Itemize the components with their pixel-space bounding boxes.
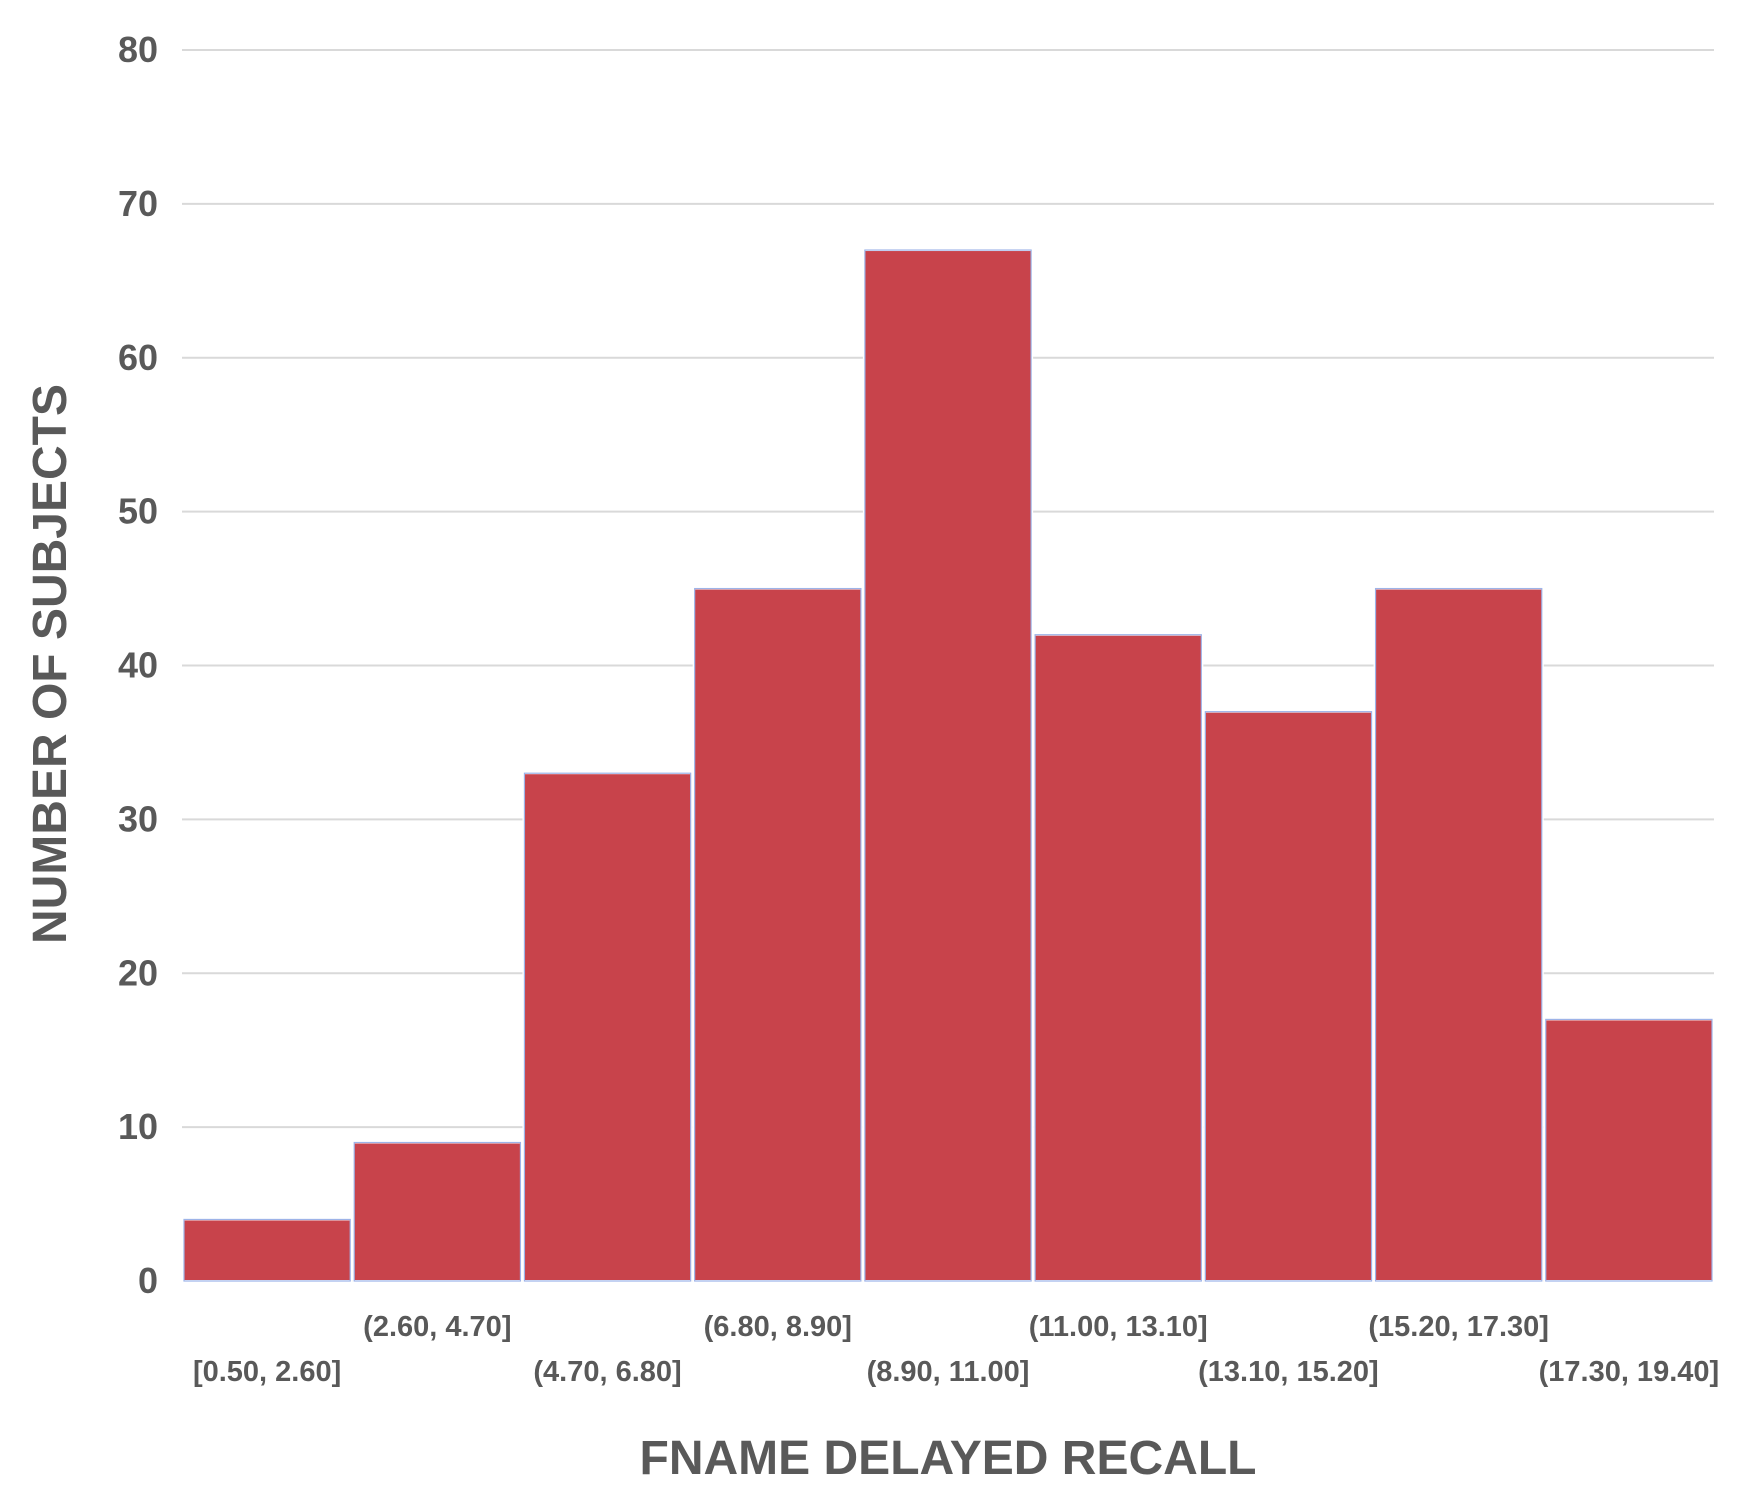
bar — [862, 249, 1034, 1283]
y-axis-title: NUMBER OF SUBJECTS — [24, 384, 77, 944]
y-tick-label: 20 — [118, 952, 158, 993]
bar — [1203, 710, 1374, 1282]
y-tick-label: 80 — [118, 29, 158, 70]
x-tick-label: [0.50, 2.60] — [193, 1356, 341, 1388]
x-tick-label: (8.90, 11.00] — [867, 1356, 1030, 1388]
bar — [1033, 633, 1204, 1282]
y-tick-label: 40 — [118, 645, 158, 686]
bar — [692, 587, 863, 1282]
bar — [522, 772, 693, 1283]
bar — [1543, 1018, 1715, 1282]
x-tick-label: (6.80, 8.90] — [704, 1311, 852, 1343]
bar-outline — [1545, 1018, 1713, 1282]
bar — [1373, 587, 1544, 1282]
y-tick-label: 50 — [118, 491, 158, 532]
y-tick-label: 30 — [118, 798, 158, 839]
x-tick-label: (13.10, 15.20] — [1198, 1356, 1379, 1388]
y-tick-label: 60 — [118, 337, 158, 378]
y-tick-label: 70 — [118, 183, 158, 224]
bar-outline — [694, 587, 862, 1282]
y-tick-labels: 0 10 20 30 40 50 60 70 80 — [118, 29, 158, 1301]
bar-outline — [1204, 711, 1373, 1282]
x-axis-title: FNAME DELAYED RECALL — [640, 1432, 1257, 1485]
x-tick-label: (17.30, 19.40] — [1539, 1356, 1720, 1388]
bar-outline — [1034, 634, 1202, 1282]
y-tick-label: 10 — [118, 1106, 158, 1147]
y-tick-label: 0 — [138, 1260, 158, 1301]
x-tick-label: (15.20, 17.30] — [1368, 1311, 1549, 1343]
x-tick-label: (4.70, 6.80] — [533, 1356, 681, 1388]
bars — [182, 249, 1715, 1283]
bar-outline — [1374, 587, 1543, 1282]
bar-outline — [523, 772, 692, 1282]
bar — [352, 1141, 523, 1282]
bar — [182, 1218, 353, 1282]
bar-outline — [353, 1141, 522, 1282]
bar-outline — [864, 249, 1032, 1282]
x-tick-label: (2.60, 4.70] — [363, 1311, 511, 1343]
x-tick-labels: [0.50, 2.60] (2.60, 4.70] (4.70, 6.80] (6.8… — [193, 1311, 1719, 1388]
x-tick-label: (11.00, 13.10] — [1029, 1311, 1208, 1343]
bar-outline — [183, 1218, 351, 1282]
